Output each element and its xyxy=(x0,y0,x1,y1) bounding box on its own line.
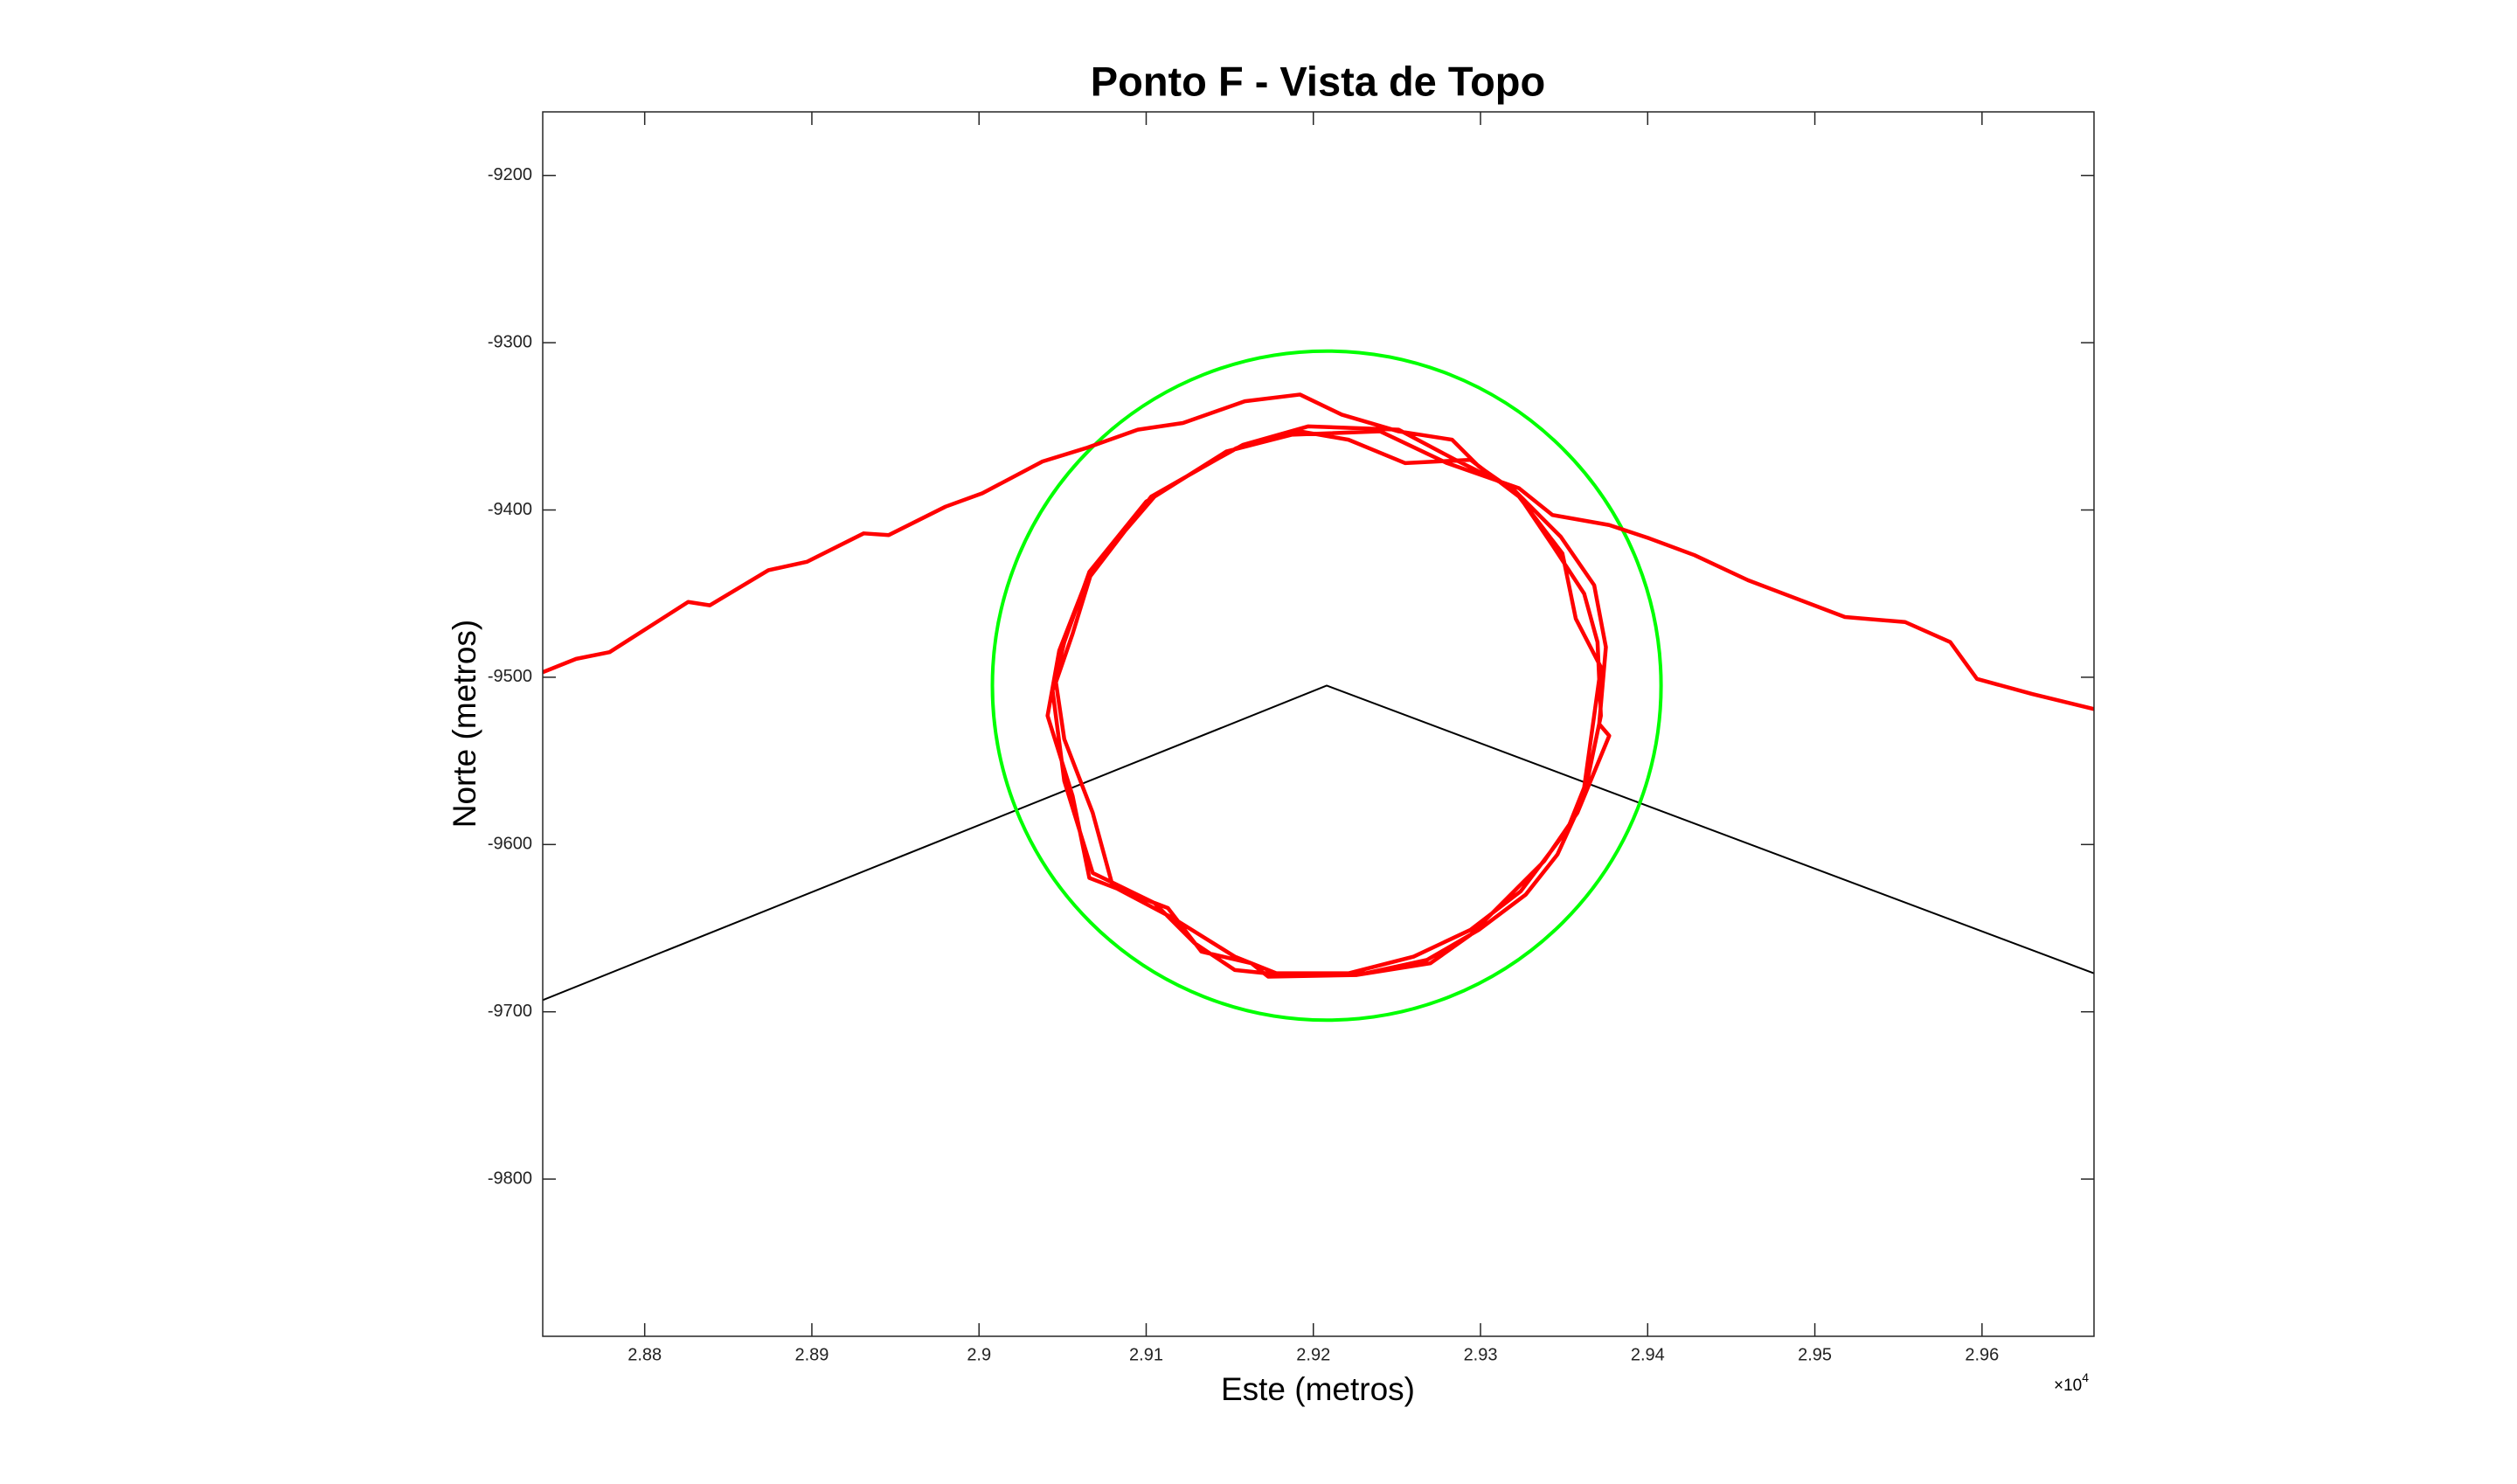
y-tick-label: -9700 xyxy=(488,1002,532,1021)
x-tick-label: 2.92 xyxy=(1296,1345,1330,1364)
x-tick-label: 2.89 xyxy=(794,1345,829,1364)
axes: 2.88 2.89 2.9 2.91 2.92 2.93 2.94 2.95 2.96 -9800… xyxy=(488,111,2095,1364)
x-tick-label: 2.95 xyxy=(1798,1345,1832,1364)
x-tick-label: 2.91 xyxy=(1129,1345,1163,1364)
y-tick-label: -9800 xyxy=(488,1168,532,1188)
x-tick-label: 2.9 xyxy=(967,1345,991,1364)
x-axis-label: Este (metros) xyxy=(1221,1371,1415,1407)
series-line xyxy=(543,392,2094,979)
axes-box xyxy=(542,111,2095,1337)
x-multiplier: ×104 xyxy=(2054,1370,2089,1395)
chart-title: Ponto F - Vista de Topo xyxy=(1091,58,1545,104)
plot-area xyxy=(543,349,2094,1023)
y-tick-label: -9300 xyxy=(488,332,532,351)
x-tick-label: 2.93 xyxy=(1464,1345,1498,1364)
y-tick-label: -9600 xyxy=(488,835,532,854)
x-tick-label: 2.88 xyxy=(628,1345,662,1364)
series-line xyxy=(543,684,2094,1002)
y-tick-label: -9200 xyxy=(488,165,532,184)
y-axis-label: Norte (metros) xyxy=(447,620,482,828)
x-tick-label: 2.96 xyxy=(1965,1345,1999,1364)
x-tick-label: 2.94 xyxy=(1631,1345,1665,1364)
circle xyxy=(990,349,1663,1023)
y-tick-label: -9500 xyxy=(488,667,532,686)
x-multiplier-base: ×10 xyxy=(2054,1377,2082,1395)
x-multiplier-exponent: 4 xyxy=(2082,1370,2089,1384)
y-tick-label: -9400 xyxy=(488,500,532,519)
